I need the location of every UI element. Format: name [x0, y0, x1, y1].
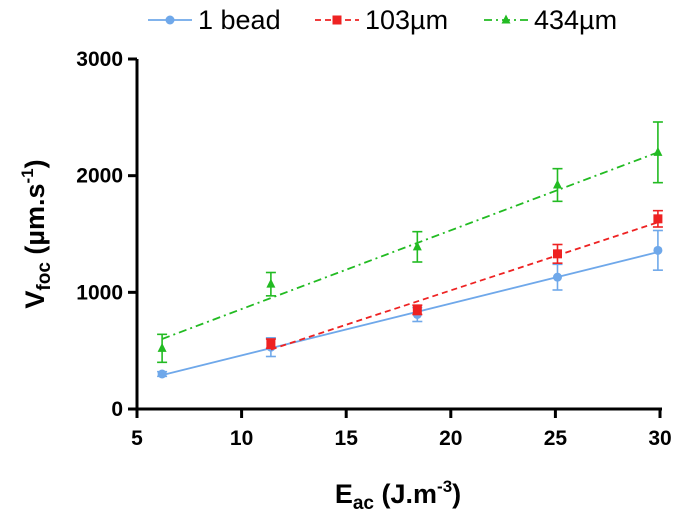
legend-label: 434µm — [534, 5, 617, 35]
x-tick-label: 5 — [131, 427, 143, 450]
plot-area — [157, 121, 663, 379]
data-point — [552, 179, 562, 189]
data-point — [157, 369, 167, 379]
y-tick-label: 0 — [111, 398, 123, 421]
data-point — [653, 245, 663, 255]
legend-label: 103µm — [365, 5, 448, 35]
data-point — [266, 278, 276, 288]
data-point — [332, 15, 342, 25]
x-axis-title-sup: -3 — [437, 477, 452, 496]
legend-item-2: 103µm — [315, 5, 448, 35]
y-axis-title-sup: -1 — [18, 168, 37, 183]
y-axis-title-sub: foc — [34, 262, 55, 291]
y-axis-title: Vfoc (µm.s-1) — [18, 159, 55, 308]
data-point — [552, 272, 562, 282]
y-axis-title-rest: (µm.s — [20, 184, 50, 263]
legend-label: 1 bead — [198, 5, 281, 35]
data-point — [653, 214, 663, 224]
y-axis-title-main: V — [20, 291, 50, 309]
series-1 — [157, 229, 663, 379]
data-point — [412, 305, 422, 315]
x-tick-label: 20 — [439, 427, 462, 450]
x-tick-label: 30 — [648, 427, 671, 450]
data-point — [653, 146, 663, 156]
y-tick-label: 2000 — [76, 165, 123, 188]
x-tick-label: 10 — [230, 427, 253, 450]
y-tick-label: 1000 — [76, 281, 123, 304]
fit-line — [161, 151, 659, 340]
x-axis-title-close: ) — [452, 479, 461, 509]
y-tick-label: 3000 — [76, 48, 123, 71]
fit-line — [270, 221, 659, 351]
legend-item-1: 1 bead — [148, 5, 281, 35]
x-tick-label: 15 — [335, 427, 359, 450]
data-point — [157, 342, 167, 352]
axes: 0 1000 2000 3000 5 10 15 20 25 30 — [76, 48, 671, 450]
fit-line — [161, 251, 659, 377]
data-point — [266, 339, 276, 349]
data-point — [501, 14, 511, 24]
x-axis-title: Eac (J.m-3) — [335, 477, 461, 514]
data-point — [412, 241, 422, 251]
x-tick-label: 25 — [544, 427, 568, 450]
y-axis-title-close: ) — [20, 159, 50, 168]
series-2 — [265, 209, 663, 351]
data-point — [552, 249, 562, 259]
legend-item-3: 434µm — [484, 5, 617, 35]
series-3 — [157, 121, 663, 364]
data-point — [165, 15, 175, 25]
legend: 1 bead 103µm 434µm — [148, 5, 617, 35]
x-axis-title-rest: (J.m — [374, 479, 437, 509]
x-axis-title-sub: ac — [353, 493, 375, 514]
x-axis-title-main: E — [335, 479, 353, 509]
